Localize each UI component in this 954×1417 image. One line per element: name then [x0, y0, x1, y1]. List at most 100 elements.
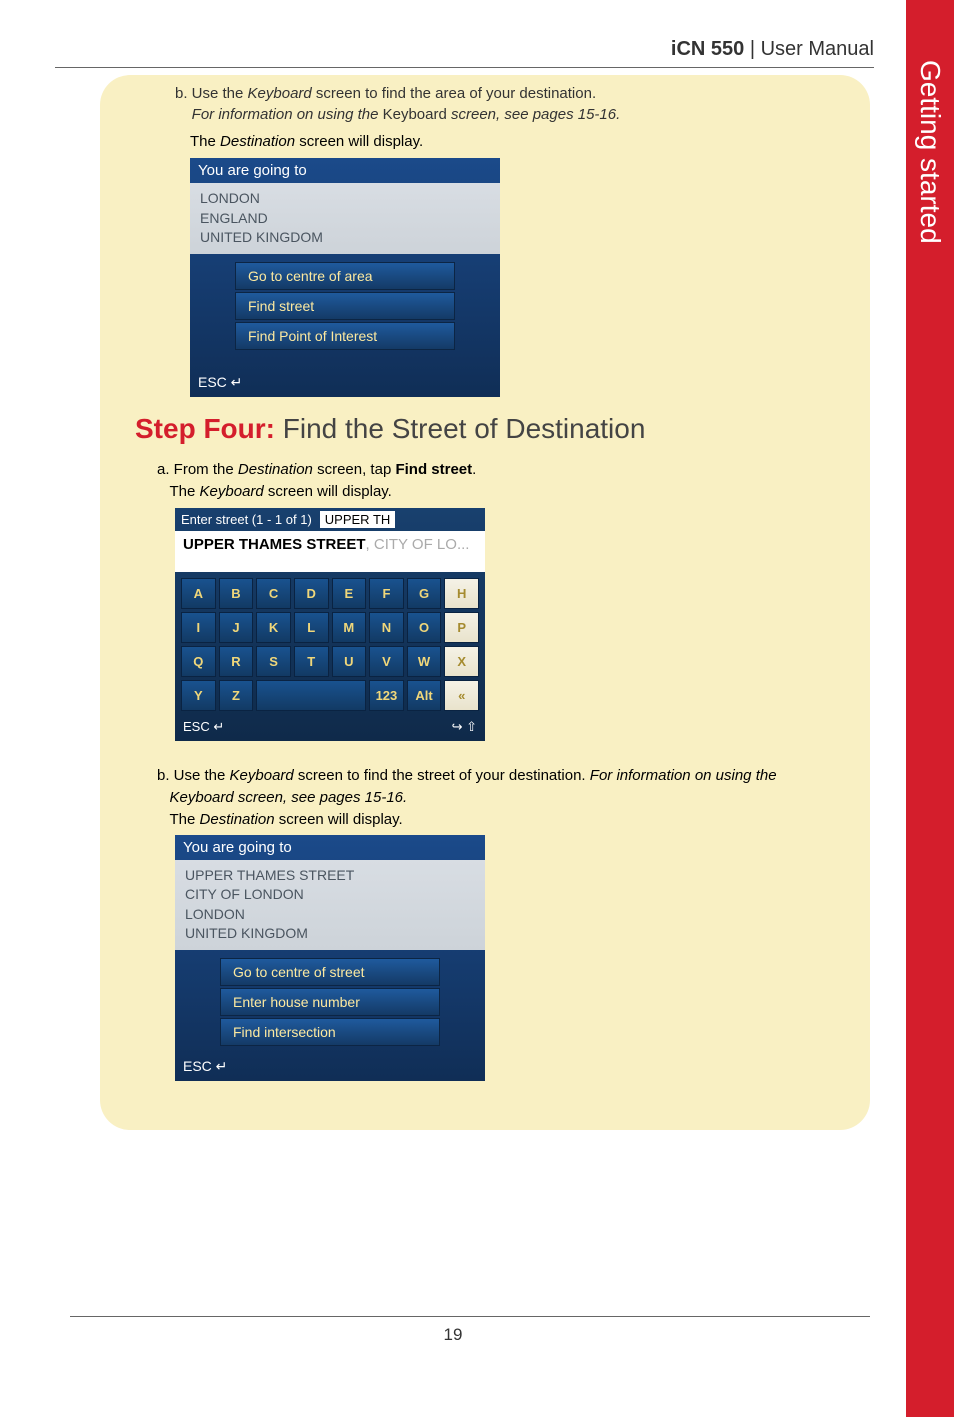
addr-line: UPPER THAMES STREET — [185, 866, 475, 886]
txt-italic: Keyboard — [248, 85, 312, 102]
txt: screen to find the street of your destin… — [294, 767, 590, 784]
instruction-b2: b. Use the Keyboard screen to find the s… — [157, 765, 845, 830]
kbd-esc[interactable]: ESC ↵ — [183, 719, 224, 735]
addr-line: UNITED KINGDOM — [200, 228, 490, 248]
key-K[interactable]: K — [256, 612, 291, 643]
key-S[interactable]: S — [256, 646, 291, 677]
device-esc[interactable]: ESC ↵ — [175, 1058, 485, 1081]
device-screenshot-street: You are going to UPPER THAMES STREET CIT… — [175, 835, 485, 1081]
txt-bold: Find street — [395, 461, 472, 478]
addr-line: CITY OF LONDON — [185, 885, 475, 905]
instruction-b1-sub: The Destination screen will display. — [190, 133, 845, 150]
device-screenshot-keyboard: Enter street (1 - 1 of 1) UPPER TH UPPER… — [175, 508, 485, 741]
step-four-strong: Step Four: — [135, 413, 275, 444]
txt-italic: For information on using the — [590, 767, 777, 784]
find-intersection-button[interactable]: Find intersection — [220, 1018, 440, 1046]
enter-house-number-button[interactable]: Enter house number — [220, 988, 440, 1016]
instruction-a: a. From the Destination screen, tap Find… — [157, 459, 845, 503]
key-Z[interactable]: Z — [219, 680, 254, 711]
key-X[interactable]: X — [444, 646, 479, 677]
key-alt[interactable]: Alt — [407, 680, 442, 711]
instruction-b1: b. Use the Keyboard screen to find the a… — [175, 83, 845, 125]
find-street-button[interactable]: Find street — [235, 292, 455, 320]
addr-line: UNITED KINGDOM — [185, 924, 475, 944]
key-D[interactable]: D — [294, 578, 329, 609]
side-tab: Getting started — [906, 0, 954, 1417]
txt: b. Use the — [175, 85, 248, 102]
txt: The — [190, 133, 220, 150]
header-divider: | — [744, 38, 760, 60]
key-F[interactable]: F — [369, 578, 404, 609]
txt: b. Use the — [157, 767, 230, 784]
key-O[interactable]: O — [407, 612, 442, 643]
kbd-grid: A B C D E F G H I J K L M N O P Q R S T — [175, 572, 485, 717]
txt: screen will display. — [275, 811, 403, 828]
device-esc[interactable]: ESC ↵ — [190, 374, 500, 397]
key-U[interactable]: U — [332, 646, 367, 677]
device-screenshot-area: You are going to LONDON ENGLAND UNITED K… — [190, 158, 500, 397]
txt-italic: Keyboard — [230, 767, 294, 784]
key-123[interactable]: 123 — [369, 680, 404, 711]
key-B[interactable]: B — [219, 578, 254, 609]
key-space[interactable] — [256, 680, 366, 711]
key-Y[interactable]: Y — [181, 680, 216, 711]
device-titlebar: You are going to — [190, 158, 500, 183]
txt-italic: Keyboard — [200, 483, 264, 500]
key-P[interactable]: P — [444, 612, 479, 643]
addr-line: LONDON — [200, 189, 490, 209]
txt-italic: Keyboard — [170, 789, 234, 806]
device-address: LONDON ENGLAND UNITED KINGDOM — [190, 183, 500, 254]
kbd-result-bold: UPPER THAMES STREET — [183, 536, 366, 553]
txt-italic: For information on using the — [192, 106, 383, 123]
header: iCN 550 | User Manual — [55, 38, 874, 68]
key-M[interactable]: M — [332, 612, 367, 643]
txt-italic: screen, see pages 15-16. — [234, 789, 407, 806]
kbd-top-label: Enter street (1 - 1 of 1) — [181, 512, 312, 527]
key-G[interactable]: G — [407, 578, 442, 609]
key-J[interactable]: J — [219, 612, 254, 643]
txt-italic: Destination — [238, 461, 313, 478]
key-backspace[interactable]: « — [444, 680, 479, 711]
txt: . — [472, 461, 476, 478]
txt: The — [170, 483, 200, 500]
go-to-centre-area-button[interactable]: Go to centre of area — [235, 262, 455, 290]
txt-italic: Destination — [220, 133, 295, 150]
txt: a. From the — [157, 461, 238, 478]
kbd-input-field[interactable]: UPPER TH — [320, 511, 396, 528]
device-titlebar: You are going to — [175, 835, 485, 860]
step-four-heading: Step Four: Find the Street of Destinatio… — [135, 413, 845, 445]
txt: screen to find the area of your destinat… — [312, 85, 596, 102]
header-product: iCN 550 — [671, 38, 744, 60]
txt-italic: Destination — [200, 811, 275, 828]
content-box: b. Use the Keyboard screen to find the a… — [100, 75, 870, 1130]
key-Q[interactable]: Q — [181, 646, 216, 677]
header-doc: User Manual — [761, 38, 874, 60]
go-to-centre-street-button[interactable]: Go to centre of street — [220, 958, 440, 986]
kbd-top: Enter street (1 - 1 of 1) UPPER TH — [175, 508, 485, 531]
device-address: UPPER THAMES STREET CITY OF LONDON LONDO… — [175, 860, 485, 950]
kbd-right-icons[interactable]: ↪ ⇧ — [452, 719, 477, 735]
key-A[interactable]: A — [181, 578, 216, 609]
key-V[interactable]: V — [369, 646, 404, 677]
key-W[interactable]: W — [407, 646, 442, 677]
txt-italic: screen, see pages 15-16. — [447, 106, 620, 123]
txt: screen will display. — [264, 483, 392, 500]
key-R[interactable]: R — [219, 646, 254, 677]
key-T[interactable]: T — [294, 646, 329, 677]
txt: Keyboard — [383, 106, 447, 123]
kbd-result[interactable]: UPPER THAMES STREET, CITY OF LO... — [175, 531, 485, 572]
device-buttons: Go to centre of area Find street Find Po… — [190, 254, 500, 374]
find-poi-button[interactable]: Find Point of Interest — [235, 322, 455, 350]
side-tab-label: Getting started — [914, 60, 946, 244]
device-buttons: Go to centre of street Enter house numbe… — [175, 950, 485, 1058]
key-H[interactable]: H — [444, 578, 479, 609]
key-N[interactable]: N — [369, 612, 404, 643]
key-L[interactable]: L — [294, 612, 329, 643]
page: Getting started iCN 550 | User Manual b.… — [0, 0, 954, 1417]
key-C[interactable]: C — [256, 578, 291, 609]
key-I[interactable]: I — [181, 612, 216, 643]
addr-line: LONDON — [185, 905, 475, 925]
txt: screen, tap — [313, 461, 396, 478]
key-E[interactable]: E — [332, 578, 367, 609]
addr-line: ENGLAND — [200, 209, 490, 229]
